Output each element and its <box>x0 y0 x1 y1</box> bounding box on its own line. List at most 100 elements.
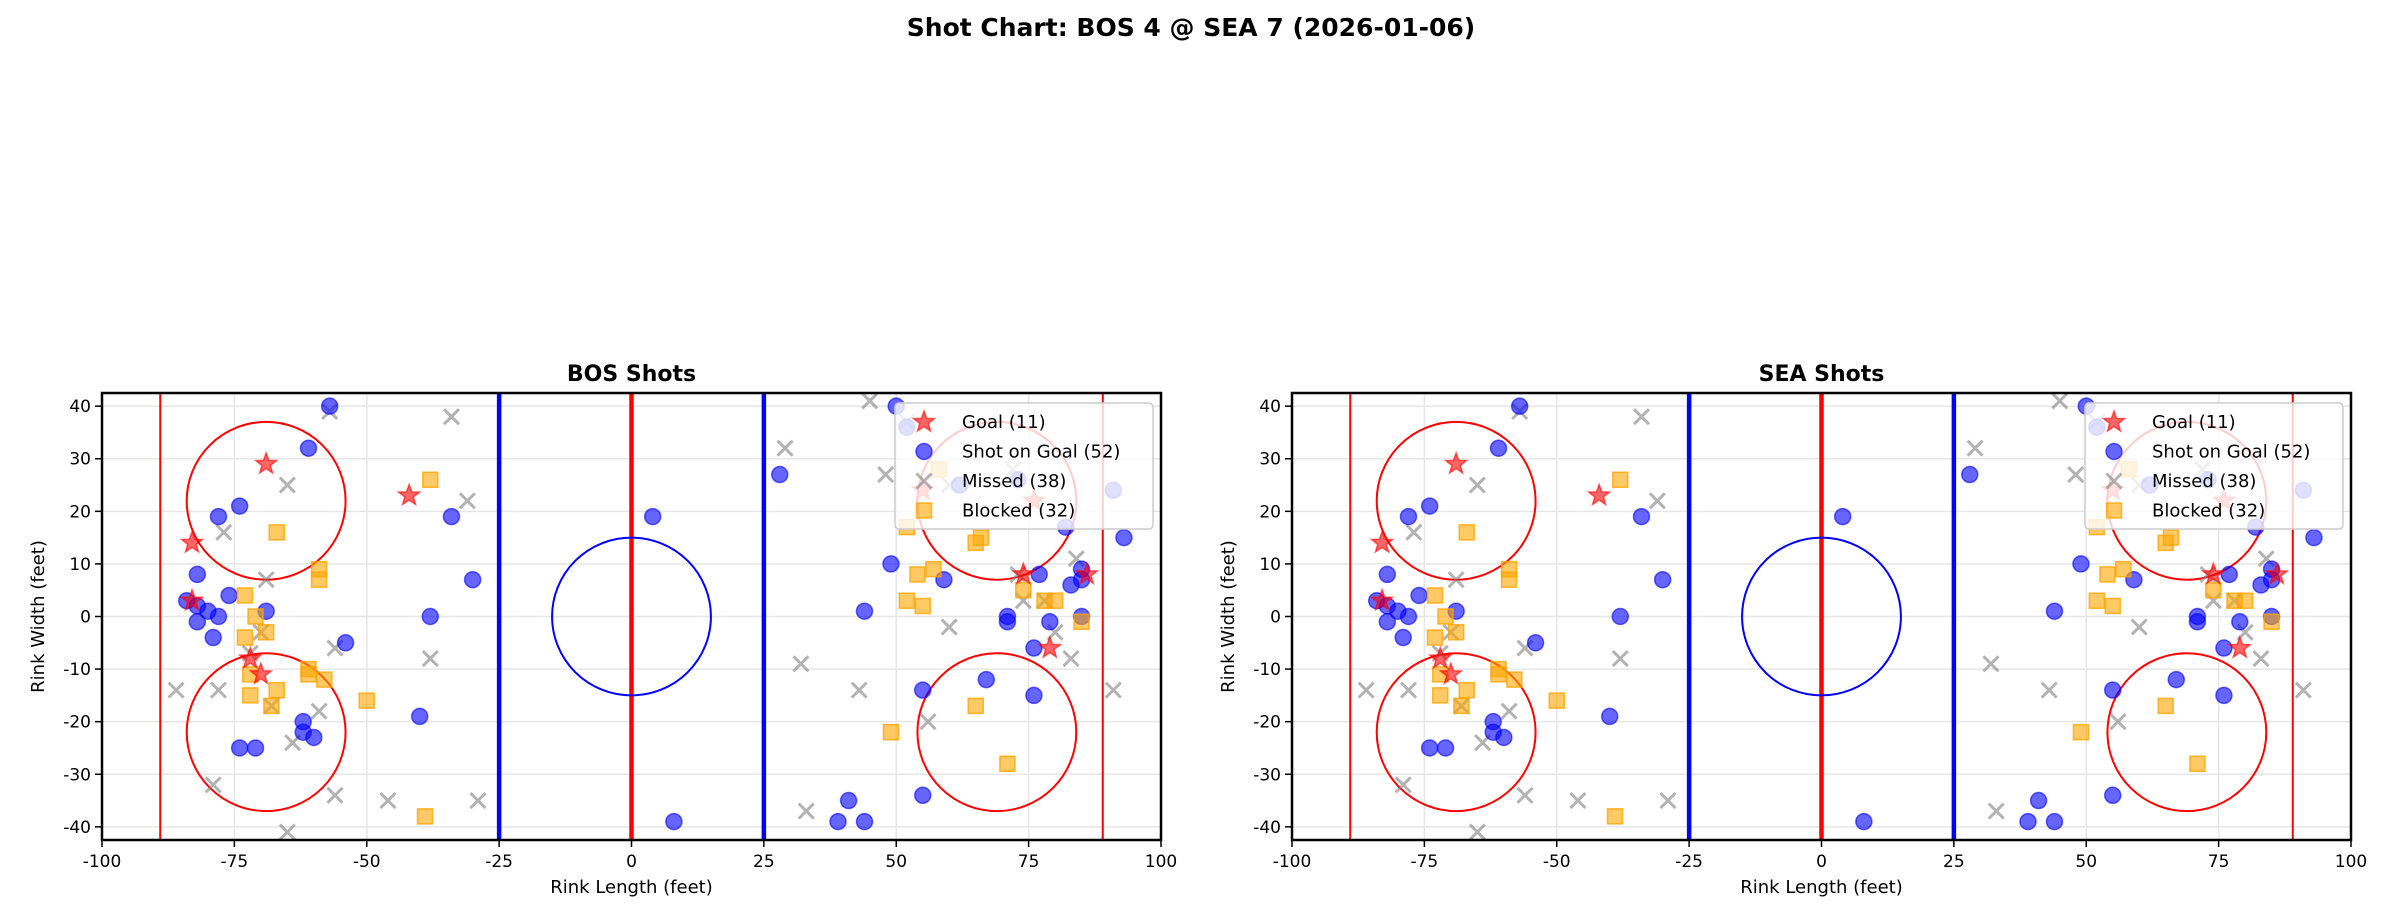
data-point-circle <box>1420 739 1439 757</box>
data-point-x <box>797 802 815 820</box>
data-point-x <box>861 393 879 410</box>
data-point-circle <box>643 507 662 526</box>
y-tick-label: 30 <box>69 450 91 470</box>
y-tick-label: -10 <box>1253 660 1281 680</box>
data-point-circle <box>665 812 683 831</box>
data-point-x <box>215 523 233 541</box>
data-point-x <box>278 476 296 494</box>
data-point-x <box>2252 650 2270 668</box>
data-point-square <box>972 529 990 546</box>
data-point-x <box>469 791 487 810</box>
data-point-circle <box>2019 812 2037 831</box>
y-tick-label: -30 <box>1253 765 1281 785</box>
x-tick-label: -25 <box>1675 852 1703 872</box>
data-point-square <box>2088 592 2106 609</box>
data-point-square <box>1458 524 1475 541</box>
legend-marker-x <box>915 472 933 490</box>
data-point-circle <box>913 786 932 805</box>
x-tick-label: 0 <box>1816 852 1827 872</box>
data-point-square <box>242 687 259 704</box>
x-tick-label: 0 <box>626 852 637 872</box>
x-tick-label: 50 <box>2075 852 2097 872</box>
data-point-circle <box>2231 613 2249 631</box>
data-point-circle <box>1041 613 1059 631</box>
faceoff-circle <box>185 420 347 581</box>
data-point-star <box>237 645 263 670</box>
data-point-x <box>2051 393 2069 410</box>
legend-entry: Goal (11) <box>962 412 1046 433</box>
y-tick-label: -20 <box>63 713 91 733</box>
data-point-x <box>379 791 397 810</box>
plot-area <box>1292 393 2351 840</box>
data-point-x <box>1611 650 1629 668</box>
data-point-square <box>1426 587 1444 604</box>
data-point-x <box>919 713 937 731</box>
data-point-x <box>2294 681 2312 699</box>
data-point-circle <box>336 634 355 652</box>
y-tick-label: 20 <box>69 502 91 522</box>
data-point-circle <box>855 812 874 831</box>
data-point-circle <box>1025 686 1043 705</box>
data-point-x <box>1966 439 1984 457</box>
legend-marker-star <box>911 408 937 433</box>
data-point-square <box>247 608 264 625</box>
data-point-circle <box>230 739 249 757</box>
bos-shots-axes: -100 -75 -50 -25 0 25 50 75 100-40-30-20-1001020… <box>28 362 1177 898</box>
data-point-circle <box>410 707 429 726</box>
x-tick-label: 75 <box>1018 852 1040 872</box>
figure-title: Shot Chart: BOS 4 @ SEA 7 (2026-01-06) <box>907 13 1475 42</box>
data-point-x <box>1632 408 1651 426</box>
data-point-x <box>877 465 895 484</box>
faceoff-circle <box>185 652 347 813</box>
y-tick-label: -40 <box>63 818 91 838</box>
data-point-square <box>2072 723 2090 741</box>
data-point-x <box>1394 776 1412 794</box>
y-tick-label: -30 <box>63 765 91 785</box>
data-point-circle <box>829 812 847 831</box>
data-point-x <box>1500 702 1518 720</box>
data-point-x <box>257 571 275 589</box>
data-point-x <box>2067 465 2085 484</box>
x-tick-label: -100 <box>83 852 122 872</box>
data-point-circle <box>188 565 207 584</box>
data-point-circle <box>913 681 932 699</box>
y-tick-label: 20 <box>1259 502 1281 522</box>
x-tick-label: 25 <box>753 852 775 872</box>
data-point-square <box>2236 592 2254 609</box>
faceoff-circle <box>916 652 1078 813</box>
data-point-square <box>909 566 926 583</box>
data-point-circle <box>246 739 265 757</box>
data-point-square <box>914 597 931 615</box>
data-point-x <box>209 681 228 699</box>
data-point-circle <box>882 555 900 573</box>
data-point-circle <box>1399 607 1418 626</box>
data-point-circle <box>2215 686 2233 705</box>
data-point-square <box>422 471 439 489</box>
x-tick-label: -50 <box>353 852 381 872</box>
faceoff-circle <box>2106 652 2268 813</box>
data-point-circle <box>1410 586 1428 605</box>
data-point-circle <box>2103 786 2122 805</box>
data-point-x <box>1062 650 1080 668</box>
data-point-square <box>1453 697 1470 715</box>
data-point-star <box>1037 634 1063 659</box>
x-tick-label: 100 <box>2335 852 2367 872</box>
data-point-x <box>1569 791 1587 810</box>
data-point-circle <box>463 570 482 589</box>
data-point-star <box>1438 661 1464 686</box>
data-point-square <box>2115 560 2132 578</box>
data-point-x <box>421 650 439 668</box>
legend-marker-x <box>2105 472 2123 490</box>
data-point-star <box>1074 561 1100 586</box>
data-point-x <box>940 618 958 636</box>
x-tick-label: 100 <box>1145 852 1177 872</box>
data-point-square <box>2189 755 2206 772</box>
data-point-circle <box>1611 607 1630 626</box>
x-tick-label: -75 <box>220 852 248 872</box>
data-point-circle <box>2215 639 2233 657</box>
legend-entry: Missed (38) <box>2152 471 2256 492</box>
data-point-star <box>1443 450 1469 475</box>
legend: Goal (11) Shot on Goal (52) Missed (38) Blo… <box>2084 402 2344 530</box>
data-point-star <box>2200 561 2226 586</box>
